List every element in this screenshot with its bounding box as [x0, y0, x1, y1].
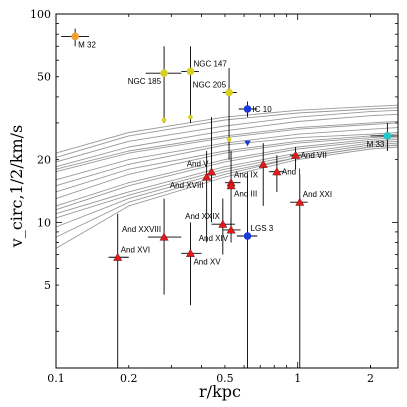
circle-marker	[186, 67, 195, 76]
y-tick-label: 5	[44, 279, 51, 292]
data-point: And XXI	[290, 174, 332, 368]
model-curve-2	[55, 122, 399, 173]
circle-marker	[188, 114, 193, 120]
data-points: M 32 NGC 185 NGC 147 NGC 205 IC 10 M 33 And V A…	[61, 28, 398, 368]
data-point	[161, 117, 167, 123]
triangle-marker	[159, 232, 169, 241]
point-label: LGS 3	[251, 224, 274, 233]
data-point: And XVIII	[170, 151, 212, 243]
model-curve-13	[55, 142, 399, 219]
axis-ticks: 0.1 0.2 0.5 1 2 5 10 20 50 100	[30, 8, 398, 385]
data-point: And V	[187, 117, 216, 223]
point-label: NGC 185	[128, 77, 162, 86]
x-tick-label: 0.2	[120, 372, 138, 385]
x-axis-label: r/kpc	[199, 382, 241, 401]
circle-marker	[225, 88, 233, 97]
model-curve-10	[55, 137, 399, 207]
point-label: And XXI	[303, 190, 332, 199]
model-curve-1	[55, 127, 399, 181]
point-label: And XIV	[199, 234, 229, 243]
point-label: NGC 205	[193, 81, 227, 90]
triangle-marker	[258, 159, 268, 168]
x-tick-label: 1	[294, 372, 301, 385]
triangle-marker	[272, 167, 282, 176]
triangle-marker	[226, 225, 236, 234]
model-curve-11	[55, 138, 399, 211]
circle-marker	[160, 69, 168, 77]
data-point: And XVI	[108, 213, 150, 368]
data-point	[188, 114, 193, 120]
plot-frame	[55, 13, 399, 369]
data-point: And XXIX	[185, 198, 235, 255]
point-label: M 33	[367, 140, 385, 149]
data-point	[244, 140, 251, 147]
circle-marker	[226, 137, 232, 142]
y-tick-label: 50	[37, 71, 51, 84]
x-tick-label: 0.1	[47, 372, 65, 385]
point-label: And XV	[193, 257, 221, 266]
model-curve-6	[55, 104, 399, 154]
point-label: And V	[187, 160, 209, 169]
model-curve-12	[55, 140, 399, 215]
data-point: LGS 3	[236, 174, 274, 368]
triangle-marker	[207, 167, 216, 176]
model-curve-9	[55, 135, 399, 200]
x-tick-label: 2	[367, 372, 374, 385]
y-tick-label: 100	[30, 8, 51, 21]
circle-marker	[383, 132, 392, 140]
point-label: IC 10	[253, 105, 273, 114]
circle-marker	[71, 32, 79, 41]
data-point: NGC 185	[128, 46, 182, 123]
model-curve-5	[55, 107, 399, 158]
triangle-marker	[202, 172, 212, 181]
data-point: And XXVIII	[122, 198, 182, 295]
point-label: And VII	[301, 151, 327, 160]
data-point	[226, 137, 232, 142]
data-point: And VII	[290, 146, 327, 170]
point-label: And IX	[234, 171, 259, 180]
y-axis-label: v_circ,1/2/km/s	[7, 125, 26, 248]
data-point: M 32	[61, 28, 96, 49]
point-label: And XVIII	[170, 181, 204, 190]
point-label: And XXIX	[185, 212, 220, 221]
circle-marker	[161, 117, 167, 123]
triangle-marker	[218, 219, 228, 228]
circle-marker	[243, 232, 252, 240]
data-point: NGC 205	[193, 68, 237, 160]
point-label: And XVI	[121, 245, 150, 254]
model-curve-4	[55, 109, 399, 163]
y-tick-label: 10	[37, 216, 51, 229]
point-label: NGC 147	[193, 59, 227, 68]
data-point: And III	[226, 181, 257, 199]
plot-border	[55, 13, 399, 369]
model-curve-16	[55, 146, 399, 249]
point-label: And I	[282, 168, 301, 177]
model-curve-3	[55, 113, 399, 168]
model-curves	[55, 104, 399, 249]
point-label: And III	[234, 190, 257, 199]
triangle-down-marker	[244, 140, 251, 147]
triangle-marker	[113, 252, 123, 261]
data-point: NGC 147	[181, 46, 227, 123]
data-point: And I	[268, 155, 301, 192]
triangle-marker	[186, 248, 195, 257]
point-label: M 32	[78, 40, 96, 49]
y-tick-label: 20	[37, 154, 51, 167]
data-point: And XIV	[199, 217, 241, 243]
model-curve-17	[55, 121, 399, 170]
point-label: And XXVIII	[122, 225, 161, 234]
x-tick-label: 0.5	[216, 372, 234, 385]
circle-marker	[243, 105, 252, 113]
data-point: And XV	[181, 222, 221, 306]
triangle-marker	[226, 181, 236, 190]
triangle-marker	[295, 197, 305, 206]
triangle-marker	[291, 150, 301, 159]
data-point: IC 10	[238, 101, 273, 118]
data-point	[258, 143, 268, 206]
data-point: M 33	[367, 122, 398, 152]
model-curve-7	[55, 132, 399, 187]
